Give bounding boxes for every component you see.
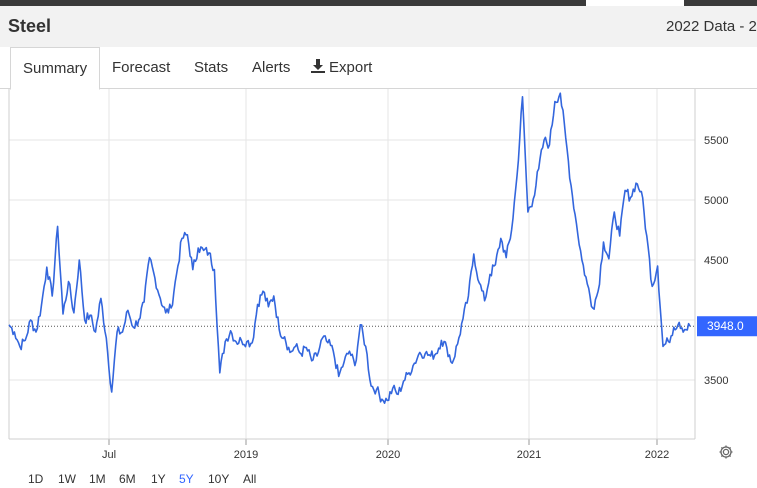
tab-export-label: Export — [329, 59, 373, 76]
tab-forecast[interactable]: Forecast — [112, 59, 171, 76]
tab-summary[interactable]: Summary — [10, 47, 101, 90]
gear-icon[interactable] — [718, 444, 734, 460]
current-value-tag — [697, 316, 757, 337]
header: Steel 2022 Data - 2 — [0, 6, 757, 47]
tab-stats[interactable]: Stats — [194, 59, 229, 76]
range-10y[interactable]: 10Y — [208, 472, 230, 486]
tick-label-layer: 35004000450050005500Jul2019202020212022 — [102, 135, 729, 461]
range-1d[interactable]: 1D — [28, 472, 44, 486]
range-all[interactable]: All — [243, 472, 257, 486]
y-tick-label: 4500 — [704, 255, 728, 267]
tab-alerts[interactable]: Alerts — [252, 59, 291, 76]
tab-export[interactable]: Export — [311, 47, 372, 89]
x-tick-label: 2020 — [376, 449, 400, 461]
y-tick-label: 5000 — [704, 195, 728, 207]
page-title: Steel — [8, 16, 52, 36]
x-tick-label: 2019 — [234, 449, 258, 461]
y-tick-label: 5500 — [704, 135, 728, 147]
range-5y[interactable]: 5Y — [179, 472, 194, 486]
y-tick-label: 3500 — [704, 375, 728, 387]
range-1y[interactable]: 1Y — [151, 472, 166, 486]
top-bar-gap — [586, 0, 684, 6]
line-layer — [8, 92, 691, 404]
tab-bar: Summary Forecast Stats Alerts Export — [0, 47, 757, 90]
x-tick-label: 2022 — [645, 449, 669, 461]
range-1m[interactable]: 1M — [89, 472, 106, 486]
data-label[interactable]: 2022 Data - 2 — [666, 18, 757, 35]
top-bar — [0, 0, 757, 6]
range-6m[interactable]: 6M — [119, 472, 136, 486]
chart-area: 35004000450050005500Jul2019202020212022 … — [0, 89, 757, 488]
price-tag-layer: 3948.0 — [697, 316, 757, 337]
download-icon — [311, 59, 325, 73]
x-tick-label: 2021 — [517, 449, 541, 461]
price-chart[interactable]: 35004000450050005500Jul2019202020212022 … — [0, 89, 757, 488]
axis-layer — [8, 89, 696, 445]
grid-layer — [9, 89, 695, 439]
x-tick-label: Jul — [102, 449, 116, 461]
range-1w[interactable]: 1W — [58, 472, 76, 486]
current-value-label: 3948.0 — [707, 319, 744, 333]
series-line — [8, 92, 691, 404]
